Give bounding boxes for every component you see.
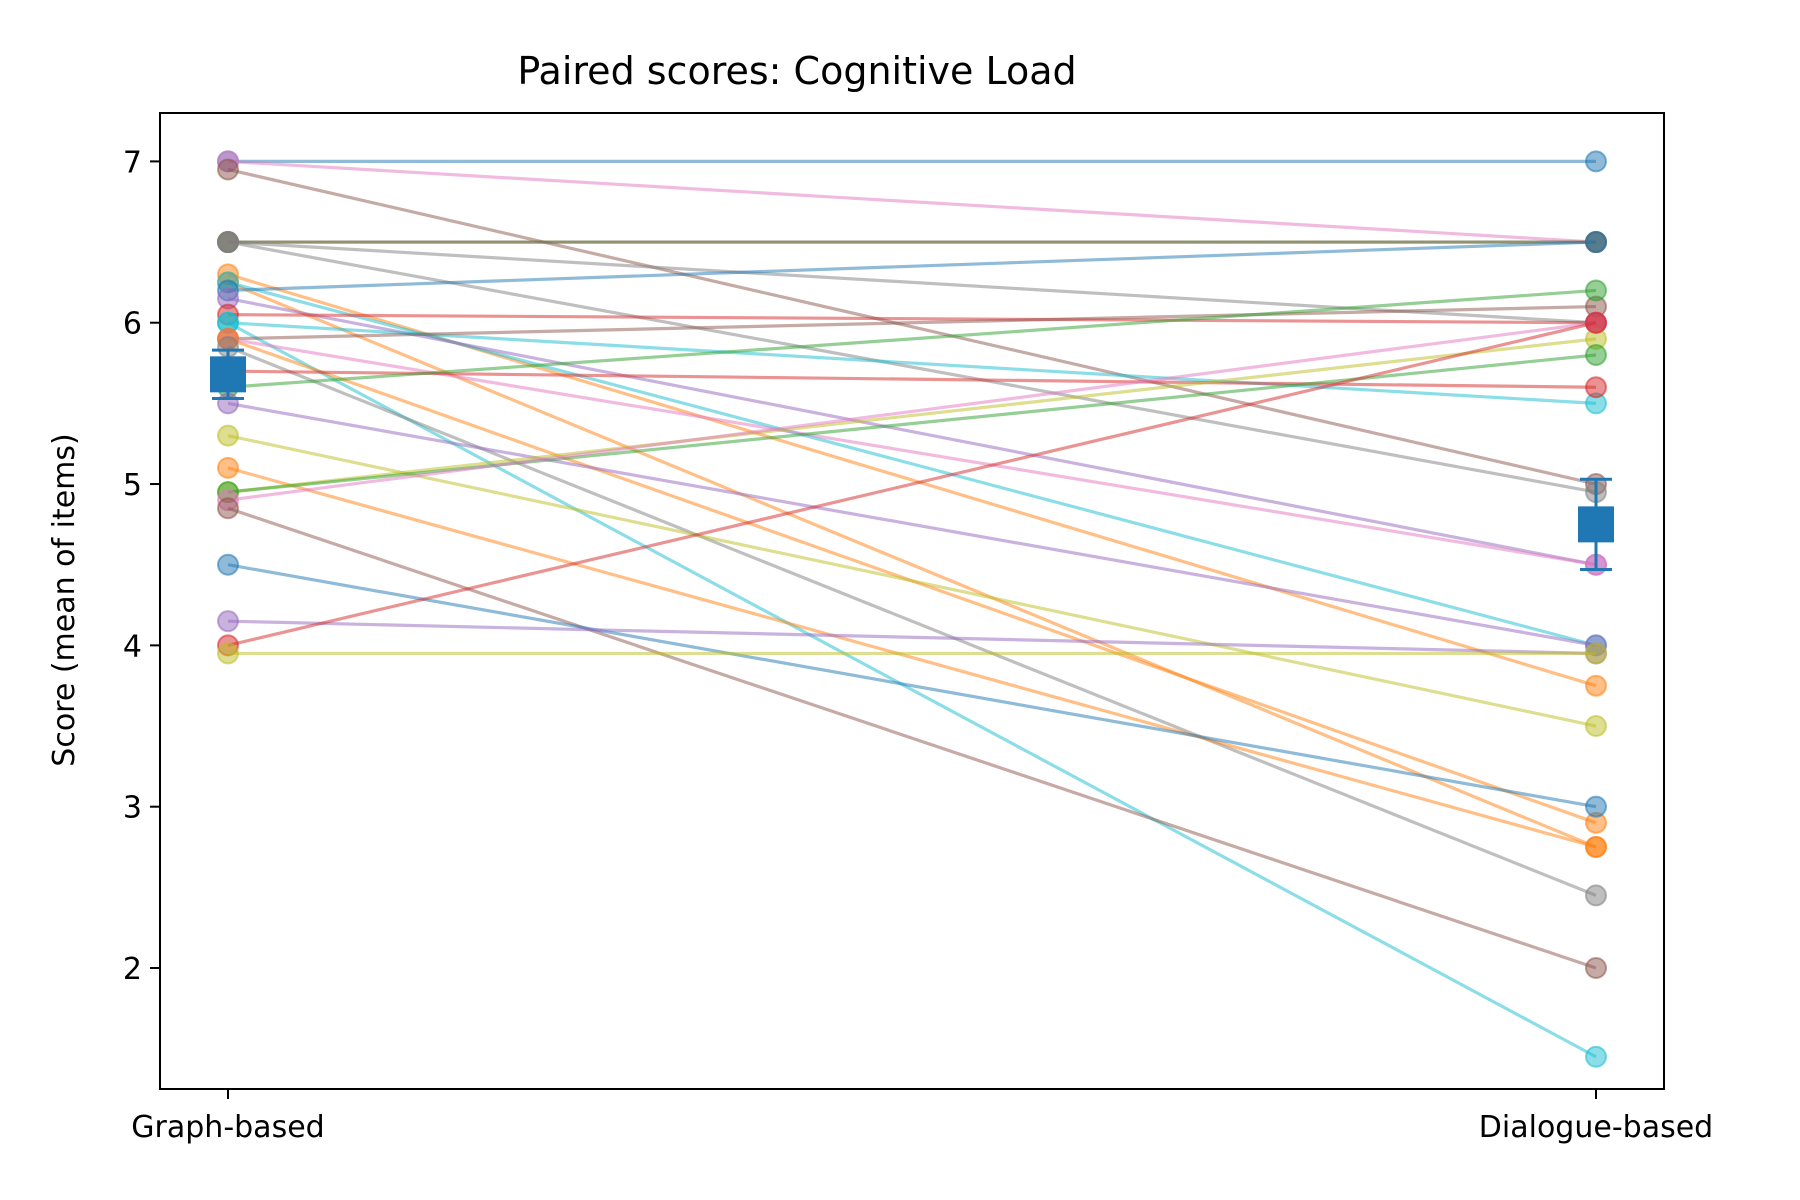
participant-line (227, 401, 1597, 647)
participant-line (227, 240, 1597, 325)
y-axis: 2 3 4 5 6 7 (123, 145, 160, 987)
participant-point (1585, 674, 1607, 697)
participant-line (227, 337, 1597, 494)
participant-point (217, 642, 239, 665)
x-tick-label: Graph-based (131, 1110, 324, 1145)
participant-point (217, 231, 239, 254)
participant-series-29 (217, 553, 1607, 818)
participant-line (227, 345, 1597, 897)
y-axis-label: Score (mean of items) (47, 433, 82, 766)
participant-point (1585, 836, 1607, 859)
participant-line (227, 337, 1597, 567)
participant-point (1585, 343, 1607, 366)
x-axis: Graph-based Dialogue-based (131, 1089, 1713, 1145)
participant-line (227, 506, 1597, 970)
participant-point (217, 497, 239, 520)
y-tick-label: 4 (123, 629, 142, 664)
participant-point (217, 553, 239, 576)
participant-series-28 (217, 497, 1607, 980)
mean-marker (210, 356, 246, 393)
participant-line (227, 321, 1597, 647)
participant-line (227, 240, 1597, 293)
participant-point (1585, 1045, 1607, 1068)
participant-line (227, 619, 1597, 656)
participant-point (1585, 884, 1607, 907)
participant-point (1585, 376, 1607, 399)
chart-title: Paired scores: Cognitive Load (517, 49, 1076, 93)
participant-line (227, 296, 1597, 567)
participant-line (227, 304, 1597, 341)
participant-series-23 (217, 424, 1607, 738)
participant-line (227, 159, 1597, 244)
participant-point (1585, 279, 1607, 302)
y-tick-label: 2 (123, 952, 142, 987)
participant-series-19 (217, 335, 1607, 907)
y-tick-label: 7 (123, 145, 142, 180)
mean-marker (1578, 506, 1614, 543)
participant-point (1585, 231, 1607, 254)
participant-line (227, 321, 1597, 405)
participant-point (1585, 311, 1607, 334)
y-tick-label: 5 (123, 468, 142, 503)
participant-line (227, 434, 1597, 728)
participant-point (1585, 642, 1607, 665)
participant-line (227, 167, 1597, 486)
participant-point (1585, 715, 1607, 738)
participant-line (227, 563, 1597, 809)
participant-line (227, 313, 1597, 325)
participant-line (227, 288, 1597, 389)
participant-series-32 (217, 642, 1607, 665)
y-tick-label: 6 (123, 307, 142, 342)
participant-series-24 (217, 456, 1607, 859)
y-tick-label: 3 (123, 791, 142, 826)
participant-line (227, 369, 1597, 389)
participant-point (217, 456, 239, 479)
participant-line (227, 466, 1597, 849)
mean-series (210, 348, 1614, 572)
participant-point (1585, 957, 1607, 980)
participant-point (217, 610, 239, 633)
x-tick-label: Dialogue-based (1479, 1110, 1713, 1145)
plot-area (210, 150, 1614, 1068)
participant-point (1585, 795, 1607, 818)
participant-point (1585, 150, 1607, 173)
participant-point (217, 158, 239, 181)
participant-line (227, 321, 1597, 502)
axes-frame (159, 112, 1665, 1090)
participant-point (217, 424, 239, 447)
